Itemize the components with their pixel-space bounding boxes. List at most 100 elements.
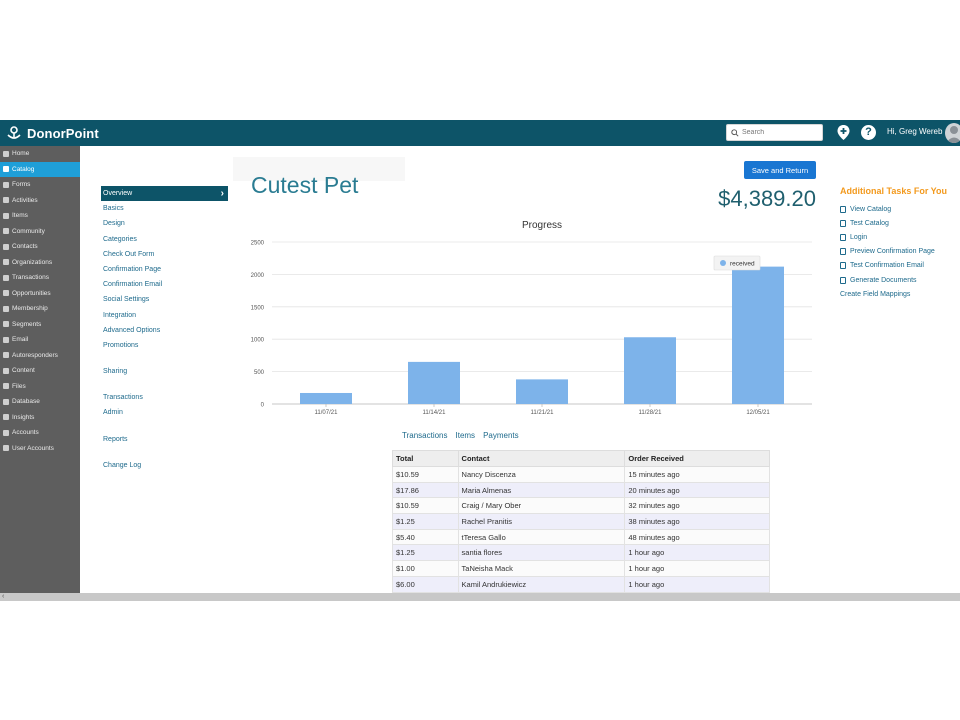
submenu-item-reports[interactable]: Reports — [103, 435, 128, 443]
sidebar-item-forms[interactable]: Forms — [0, 177, 80, 193]
save-and-return-button[interactable]: Save and Return — [744, 161, 816, 179]
sidebar-item-membership[interactable]: Membership — [0, 301, 80, 317]
submenu-item-sharing[interactable]: Sharing — [103, 368, 128, 376]
task-link-test-confirmation-email[interactable]: Test Confirmation Email — [840, 259, 935, 273]
legend-swatch — [720, 260, 726, 266]
sidebar-item-database[interactable]: Database — [0, 394, 80, 410]
sidebar-item-insights[interactable]: Insights — [0, 410, 80, 426]
sidebar-item-user-accounts[interactable]: User Accounts — [0, 441, 80, 457]
table-row[interactable]: $1.25 santia flores 1 hour ago — [392, 544, 770, 562]
task-label: Login — [850, 233, 868, 241]
bar-11/21/21[interactable] — [516, 379, 568, 404]
submenu-item-design[interactable]: Design — [103, 220, 125, 228]
submenu-item-social-settings[interactable]: Social Settings — [103, 296, 150, 304]
table-row[interactable]: $10.59 Craig / Mary Ober 32 minutes ago — [392, 497, 770, 515]
sidebar-item-label: Files — [12, 382, 26, 390]
submenu-item-change-log[interactable]: Change Log — [103, 461, 142, 469]
progress-chart: Progress 0 500 1000 1500 2000 2500 11/07/21 11/1… — [251, 220, 812, 416]
table-row[interactable]: $17.86 Maria Almenas 20 minutes ago — [392, 481, 770, 499]
tab-payments[interactable]: Payments — [483, 431, 519, 440]
sidebar-item-autoresponders[interactable]: Autoresponders — [0, 348, 80, 364]
sidebar-item-files[interactable]: Files — [0, 379, 80, 395]
submenu-item-basics[interactable]: Basics — [103, 205, 124, 213]
accounts-icon — [3, 429, 9, 436]
task-link-generate-documents[interactable]: Generate Documents — [840, 273, 935, 287]
sidebar-item-label: Items — [12, 212, 28, 220]
sidebar-item-accounts[interactable]: Accounts — [0, 425, 80, 441]
legend-label: received — [730, 261, 755, 268]
table-cell: $17.86 — [392, 481, 459, 499]
sidebar-item-email[interactable]: Email — [0, 332, 80, 348]
table-row[interactable]: $5.40 tTeresa Gallo 48 minutes ago — [392, 528, 770, 546]
column-header[interactable]: Contact — [457, 450, 626, 467]
bar-12/05/21[interactable] — [732, 266, 784, 404]
sidebar-item-label: User Accounts — [12, 444, 54, 452]
column-header[interactable]: Total — [392, 450, 459, 467]
sidebar-item-label: Email — [12, 336, 29, 344]
bar-11/14/21[interactable] — [408, 361, 460, 404]
sidebar-item-label: Database — [12, 398, 40, 406]
table-row[interactable]: $10.59 Nancy Discenza 15 minutes ago — [392, 466, 770, 483]
sidebar-item-catalog[interactable]: Catalog — [0, 161, 80, 177]
scroll-left-icon[interactable]: ‹ — [2, 593, 5, 600]
table-cell: Nancy Discenza — [457, 466, 626, 483]
task-link-view-catalog[interactable]: View Catalog — [840, 202, 935, 216]
sidebar-item-items[interactable]: Items — [0, 208, 80, 224]
submenu-spacer — [101, 421, 228, 432]
submenu-item-promotions[interactable]: Promotions — [103, 341, 139, 349]
title-backdrop — [233, 157, 405, 181]
sidebar-item-transactions[interactable]: Transactions — [0, 270, 80, 286]
sidebar-item-organizations[interactable]: Organizations — [0, 255, 80, 271]
table-cell: santia flores — [457, 544, 626, 562]
task-link-test-catalog[interactable]: Test Catalog — [840, 216, 935, 230]
submenu-item-confirmation-page[interactable]: Confirmation Page — [103, 265, 161, 273]
submenu-item-integration[interactable]: Integration — [103, 311, 137, 319]
column-header[interactable]: Order Received — [624, 450, 770, 467]
document-icon — [840, 248, 846, 256]
table-row[interactable]: $1.00 TaNeisha Mack 1 hour ago — [392, 560, 770, 577]
task-link-preview-confirmation-page[interactable]: Preview Confirmation Page — [840, 245, 935, 259]
user-greeting[interactable]: Hi, Greg Wereb — [887, 127, 943, 136]
task-label: Test Catalog — [850, 219, 889, 227]
sidebar-item-label: Activities — [12, 196, 38, 204]
submenu-item-advanced-options[interactable]: Advanced Options — [103, 326, 161, 334]
y-tick-label: 1500 — [251, 305, 265, 311]
task-label: Create Field Mappings — [840, 290, 911, 298]
help-icon[interactable]: ? — [861, 125, 876, 140]
sidebar-item-contacts[interactable]: Contacts — [0, 239, 80, 255]
sidebar-item-activities[interactable]: Activities — [0, 193, 80, 209]
logo[interactable]: DonorPoint — [6, 124, 99, 142]
sidebar-item-segments[interactable]: Segments — [0, 317, 80, 333]
submenu-item-admin[interactable]: Admin — [103, 409, 123, 417]
bar-11/07/21[interactable] — [300, 392, 352, 404]
add-location-icon[interactable] — [836, 124, 851, 141]
app-window: DonorPoint ? Hi, Greg Wereb Home Catalog F… — [0, 120, 960, 601]
sidebar-item-home[interactable]: Home — [0, 146, 80, 162]
task-link-login[interactable]: Login — [840, 230, 935, 244]
submenu-item-confirmation-email[interactable]: Confirmation Email — [103, 281, 163, 289]
submenu-item-check-out-form[interactable]: Check Out Form — [103, 250, 155, 258]
send-icon — [840, 262, 846, 270]
chart-legend[interactable]: received — [713, 255, 761, 271]
page-title: Cutest Pet — [251, 172, 359, 198]
task-label: Preview Confirmation Page — [850, 248, 935, 256]
document-icon — [840, 276, 846, 284]
table-row[interactable]: $1.25 Rachel Pranitis 38 minutes ago — [392, 513, 770, 530]
task-link-create-field-mappings[interactable]: Create Field Mappings — [840, 287, 935, 301]
avatar[interactable] — [945, 123, 960, 143]
submenu-item-transactions[interactable]: Transactions — [103, 394, 143, 402]
sidebar-item-opportunities[interactable]: Opportunities — [0, 286, 80, 302]
sidebar-item-content[interactable]: Content — [0, 363, 80, 379]
sidebar-item-community[interactable]: Community — [0, 224, 80, 240]
tab-items[interactable]: Items — [455, 431, 476, 440]
tab-transactions[interactable]: Transactions — [402, 431, 448, 440]
horizontal-scrollbar[interactable]: ‹ — [0, 593, 960, 601]
search-input[interactable] — [742, 129, 822, 136]
submenu-item-overview[interactable]: Overview — [101, 186, 228, 201]
search-box[interactable] — [726, 124, 823, 141]
bar-11/28/21[interactable] — [624, 337, 676, 404]
submenu-item-categories[interactable]: Categories — [103, 235, 137, 243]
user-accounts-icon — [3, 445, 9, 452]
table-row[interactable]: $6.00 Kamil Andrukiewicz 1 hour ago — [392, 575, 770, 593]
login-icon — [840, 233, 846, 241]
